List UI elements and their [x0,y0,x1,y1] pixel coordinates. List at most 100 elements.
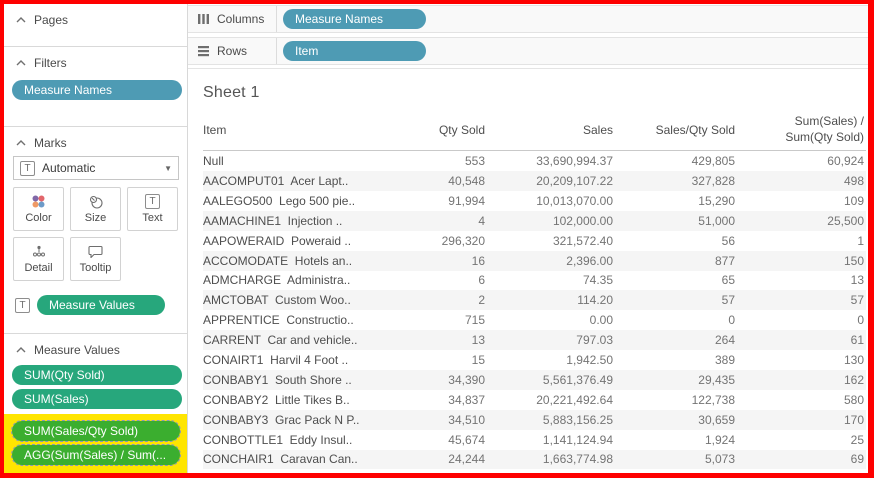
table-row[interactable]: AAMACHINE1 Injection .. 4 102,000.00 51,… [203,210,866,231]
sales-per-qty-cell[interactable]: 429,805 [691,154,735,169]
table-row[interactable]: AALEGO500 Lego 500 pie.. 91,994 10,013,0… [203,191,866,211]
sales-cell[interactable]: 1,942.50 [566,353,613,368]
table-row[interactable]: CARRENT Car and vehicle.. 13 797.03 264 … [203,330,866,351]
item-cell[interactable]: CONBABY3 Grac Pack N P.. [203,412,360,427]
sales-per-qty-cell[interactable]: 30,659 [698,412,735,427]
qty-sold-cell[interactable]: 45,674 [448,432,485,447]
table-row[interactable]: CONBABY1 South Shore .. 34,390 5,561,376… [203,369,866,390]
pill-sum-sales[interactable]: SUM(Sales) [12,388,182,409]
table-row[interactable]: CONBABY2 Little Tikes B.. 34,837 20,221,… [203,390,866,410]
sales-per-qty-cell[interactable]: 56 [721,233,735,248]
agg-ratio-cell[interactable]: 150 [843,253,864,268]
size-button[interactable]: Size [70,187,121,232]
sales-cell[interactable]: 0.00 [589,313,613,328]
qty-sold-cell[interactable]: 715 [464,313,485,328]
table-row[interactable]: AMCTOBAT Custom Woo.. 2 114.20 57 57 [203,290,866,311]
table-row[interactable]: CONCHAIR1 Caravan Can.. 24,244 1,663,774… [203,449,866,470]
item-cell[interactable]: AALEGO500 Lego 500 pie.. [203,193,356,208]
sales-per-qty-cell[interactable]: 15,290 [698,193,735,208]
agg-ratio-cell[interactable]: 0 [857,313,864,328]
agg-ratio-cell[interactable]: 13 [850,273,864,288]
header-item[interactable]: Item [203,122,227,137]
sales-per-qty-cell[interactable]: 122,738 [691,392,735,407]
header-agg-ratio[interactable]: Sum(Sales) / Sum(Qty Sold) [735,114,864,145]
measure-values-header[interactable]: Measure Values [4,334,187,361]
item-cell[interactable]: AACOMPUT01 Acer Lapt.. [203,174,349,189]
sales-per-qty-cell[interactable]: 5,073 [704,452,735,467]
sales-cell[interactable]: 2,396.00 [566,253,613,268]
table-row[interactable]: ADMCHARGE Administra.. 6 74.35 65 13 [203,271,866,291]
table-row[interactable]: AAPOWERAID Poweraid .. 296,320 321,572.4… [203,231,866,251]
sales-cell[interactable]: 20,221,492.64 [536,392,613,407]
header-sales[interactable]: Sales [582,122,613,137]
qty-sold-cell[interactable]: 34,837 [448,392,485,407]
sales-per-qty-cell[interactable]: 57 [721,293,735,308]
filter-pill-measure-names[interactable]: Measure Names [12,80,182,101]
qty-sold-cell[interactable]: 13 [471,333,485,348]
pages-header[interactable]: Pages [4,4,187,31]
agg-ratio-cell[interactable]: 130 [843,353,864,368]
sales-cell[interactable]: 1,141,124.94 [542,432,613,447]
item-cell[interactable]: AMCTOBAT Custom Woo.. [203,293,351,308]
table-row[interactable]: CONAIRT1 Harvil 4 Foot .. 15 1,942.50 38… [203,350,866,370]
agg-ratio-cell[interactable]: 57 [850,293,864,308]
qty-sold-cell[interactable]: 34,510 [448,412,485,427]
table-row[interactable]: CONBOTTLE1 Eddy Insul.. 45,674 1,141,124… [203,430,866,450]
item-cell[interactable]: ACCOMODATE Hotels an.. [203,253,353,268]
qty-sold-cell[interactable]: 40,548 [448,174,485,189]
agg-ratio-cell[interactable]: 162 [843,372,864,387]
agg-ratio-cell[interactable]: 69 [850,452,864,467]
qty-sold-cell[interactable]: 34,390 [448,372,485,387]
item-cell[interactable]: CARRENT Car and vehicle.. [203,333,358,348]
agg-ratio-cell[interactable]: 498 [843,174,864,189]
sales-cell[interactable]: 33,690,994.37 [536,154,613,169]
agg-ratio-cell[interactable]: 580 [843,392,864,407]
sales-per-qty-cell[interactable]: 51,000 [698,213,735,228]
agg-ratio-cell[interactable]: 25 [850,432,864,447]
agg-ratio-cell[interactable]: 1 [857,233,864,248]
sales-per-qty-cell[interactable]: 29,435 [698,372,735,387]
table-row[interactable]: APPRENTICE Constructio.. 715 0.00 0 0 [203,310,866,330]
header-sales-per-qty[interactable]: Sales/Qty Sold [655,122,735,137]
qty-sold-cell[interactable]: 91,994 [448,193,485,208]
qty-sold-cell[interactable]: 2 [478,293,485,308]
pill-sum-sales-per-qty[interactable]: SUM(Sales/Qty Sold) [11,419,181,442]
sales-per-qty-cell[interactable]: 877 [714,253,735,268]
sales-cell[interactable]: 797.03 [576,333,613,348]
sales-cell[interactable]: 321,572.40 [552,233,613,248]
sales-cell[interactable]: 114.20 [577,293,613,308]
item-cell[interactable]: APPRENTICE Constructio.. [203,313,354,328]
table-row[interactable]: CONBABY3 Grac Pack N P.. 34,510 5,883,15… [203,409,866,430]
item-cell[interactable]: AAPOWERAID Poweraid .. [203,233,352,248]
sales-per-qty-cell[interactable]: 0 [728,313,735,328]
table-row[interactable]: ACCOMODATE Hotels an.. 16 2,396.00 877 1… [203,250,866,271]
tooltip-button[interactable]: Tooltip [70,237,121,282]
agg-ratio-cell[interactable]: 25,500 [827,213,864,228]
sales-per-qty-cell[interactable]: 1,924 [704,432,735,447]
agg-ratio-cell[interactable]: 170 [843,412,864,427]
qty-sold-cell[interactable]: 15 [471,353,485,368]
sales-per-qty-cell[interactable]: 264 [714,333,735,348]
agg-ratio-cell[interactable]: 60,924 [827,154,864,169]
sales-cell[interactable]: 20,209,107.22 [536,174,613,189]
measure-values-pill[interactable]: Measure Values [37,295,165,316]
mark-type-dropdown[interactable]: T Automatic ▼ [13,156,179,181]
sales-cell[interactable]: 5,883,156.25 [542,412,613,427]
qty-sold-cell[interactable]: 296,320 [441,233,485,248]
agg-ratio-cell[interactable]: 109 [843,193,864,208]
table-row[interactable]: AACOMPUT01 Acer Lapt.. 40,548 20,209,107… [203,171,866,191]
pill-agg-ratio[interactable]: AGG(Sum(Sales) / Sum(... [11,443,181,466]
qty-sold-cell[interactable]: 4 [478,213,485,228]
item-cell[interactable]: CONBABY1 South Shore .. [203,372,352,387]
detail-button[interactable]: Detail [13,237,64,282]
qty-sold-cell[interactable]: 24,244 [448,452,485,467]
sales-cell[interactable]: 10,013,070.00 [536,193,613,208]
header-qty-sold[interactable]: Qty Sold [438,122,485,137]
qty-sold-cell[interactable]: 16 [471,253,485,268]
sales-cell[interactable]: 74.35 [582,273,613,288]
qty-sold-cell[interactable]: 553 [464,154,485,169]
color-button[interactable]: Color [13,187,64,232]
item-cell[interactable]: CONCHAIR1 Caravan Can.. [203,452,358,467]
item-cell[interactable]: CONBABY2 Little Tikes B.. [203,392,350,407]
chevron-down-icon[interactable]: ▼ [164,163,172,173]
